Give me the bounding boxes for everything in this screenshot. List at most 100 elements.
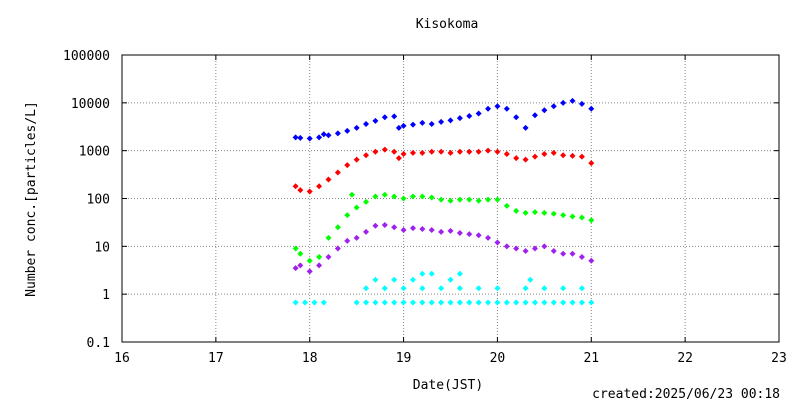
data-point — [363, 198, 370, 205]
data-point — [400, 195, 407, 202]
data-point — [466, 196, 473, 203]
data-point — [485, 105, 492, 112]
data-point — [391, 148, 398, 155]
data-point — [578, 285, 585, 292]
data-point — [560, 250, 567, 257]
y-tick-label: 100 — [87, 193, 110, 208]
data-point — [438, 299, 445, 306]
data-point — [569, 299, 576, 306]
data-point — [560, 299, 567, 306]
data-point — [316, 262, 323, 269]
data-point — [363, 285, 370, 292]
data-point — [475, 148, 482, 155]
data-point — [569, 213, 576, 220]
data-point — [513, 245, 520, 252]
data-point — [503, 299, 510, 306]
data-point — [485, 234, 492, 241]
data-point — [513, 299, 520, 306]
data-point — [475, 285, 482, 292]
data-point — [348, 191, 355, 198]
data-point — [560, 285, 567, 292]
data-point — [372, 148, 379, 155]
data-point — [381, 285, 388, 292]
data-point — [297, 187, 304, 194]
data-point — [428, 226, 435, 233]
data-point — [381, 146, 388, 153]
data-point — [588, 105, 595, 112]
data-point — [560, 212, 567, 219]
data-point — [541, 107, 548, 114]
x-tick-label: 23 — [771, 351, 787, 366]
x-tick-label: 16 — [114, 351, 130, 366]
y-tick-label: 10 — [94, 240, 110, 255]
data-point — [494, 196, 501, 203]
data-point — [485, 147, 492, 154]
data-point — [409, 193, 416, 200]
series-4 — [292, 270, 595, 306]
data-point — [409, 299, 416, 306]
data-point — [531, 209, 538, 216]
data-point — [391, 113, 398, 120]
data-point — [438, 196, 445, 203]
data-point — [578, 100, 585, 107]
data-point — [475, 197, 482, 204]
data-point — [569, 250, 576, 257]
data-point — [513, 155, 520, 162]
data-point — [419, 270, 426, 277]
data-point — [447, 227, 454, 234]
data-point — [578, 214, 585, 221]
data-point — [550, 299, 557, 306]
data-point — [485, 299, 492, 306]
data-point — [334, 224, 341, 231]
data-point — [503, 243, 510, 250]
x-tick-label: 22 — [677, 351, 693, 366]
data-point — [297, 250, 304, 257]
data-point — [372, 299, 379, 306]
data-point — [466, 148, 473, 155]
data-point — [400, 122, 407, 129]
data-point — [409, 121, 416, 128]
data-point — [522, 156, 529, 163]
x-tick-label: 20 — [490, 351, 506, 366]
data-point — [447, 299, 454, 306]
data-point — [391, 224, 398, 231]
data-point — [353, 124, 360, 131]
data-point — [391, 299, 398, 306]
data-point — [438, 228, 445, 235]
data-point — [381, 114, 388, 121]
data-point — [447, 276, 454, 283]
data-point — [306, 257, 313, 264]
data-point — [306, 135, 313, 142]
data-point — [456, 229, 463, 236]
data-point — [522, 124, 529, 131]
y-tick-label: 10000 — [71, 97, 110, 112]
data-point — [513, 207, 520, 214]
data-point — [475, 299, 482, 306]
data-point — [466, 113, 473, 120]
data-point — [541, 151, 548, 158]
data-point — [438, 118, 445, 125]
series-0 — [292, 97, 595, 142]
data-point — [372, 222, 379, 229]
data-point — [391, 276, 398, 283]
data-point — [494, 299, 501, 306]
data-point — [316, 134, 323, 141]
data-point — [466, 299, 473, 306]
data-point — [292, 265, 299, 272]
data-point — [363, 152, 370, 159]
data-point — [522, 299, 529, 306]
data-point — [344, 212, 351, 219]
data-point — [400, 151, 407, 158]
data-point — [578, 299, 585, 306]
data-point — [494, 239, 501, 246]
data-point — [419, 193, 426, 200]
data-point — [320, 131, 327, 138]
data-point — [485, 196, 492, 203]
data-point — [409, 149, 416, 156]
data-point — [475, 232, 482, 239]
data-point — [588, 299, 595, 306]
data-point — [588, 217, 595, 224]
data-point — [503, 105, 510, 112]
data-point — [316, 183, 323, 190]
